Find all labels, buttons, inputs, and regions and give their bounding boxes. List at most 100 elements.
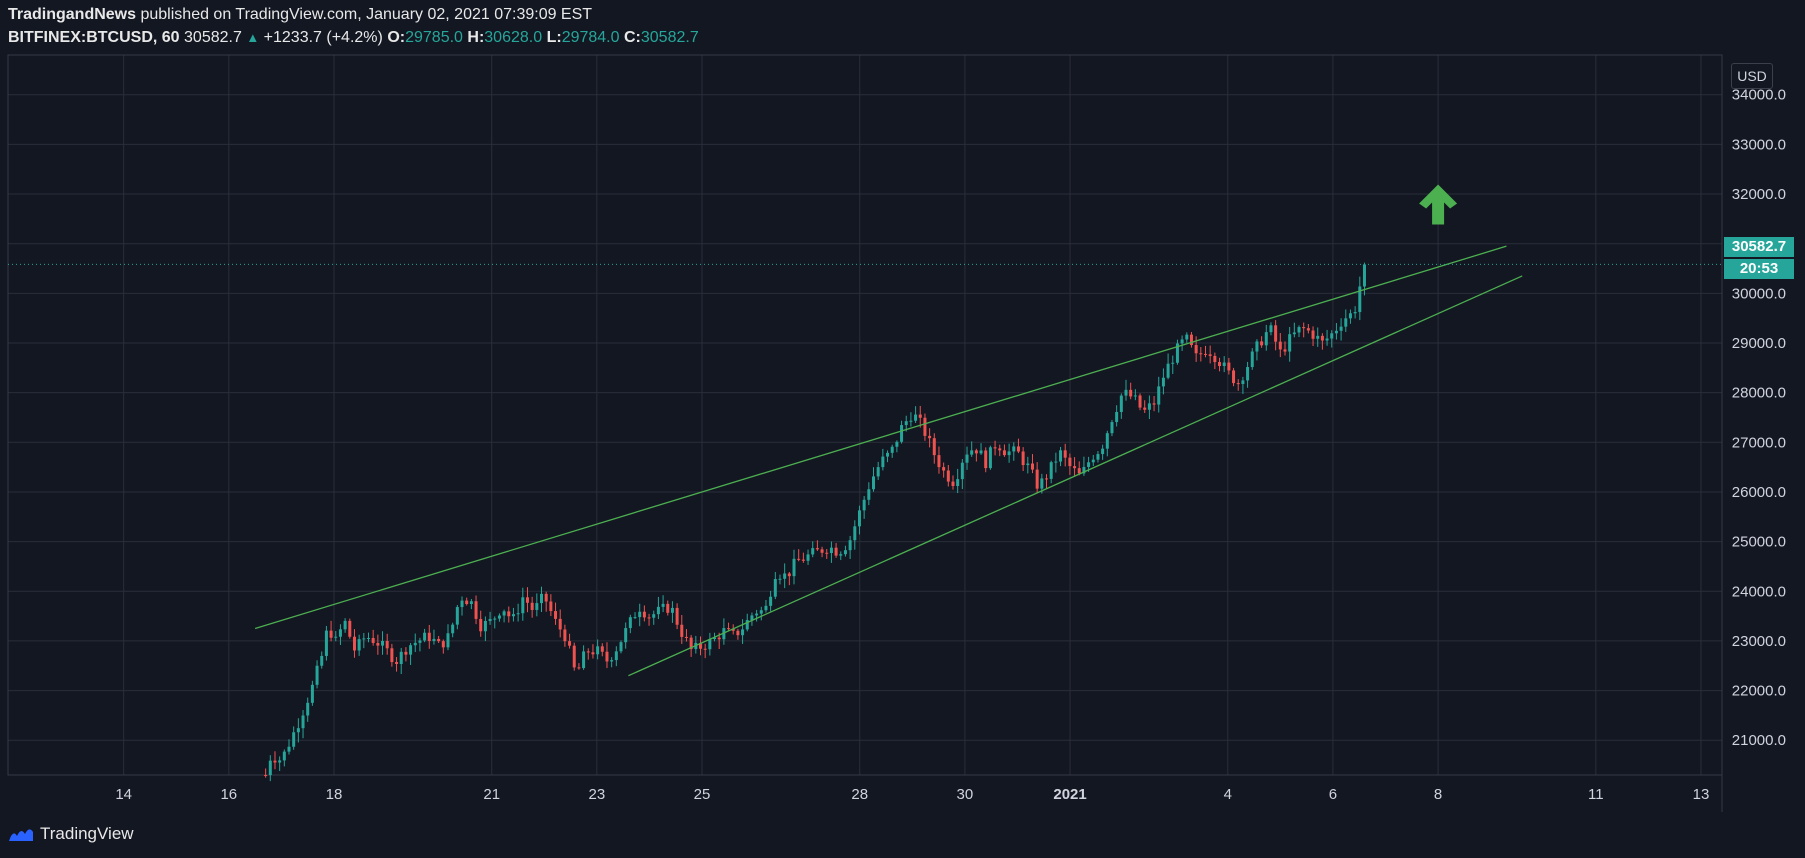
candle-body <box>324 630 328 656</box>
candle-body <box>1203 353 1207 355</box>
candle-body <box>1030 463 1034 470</box>
candle-body <box>867 489 871 500</box>
candle-body <box>483 620 487 632</box>
candle-body <box>395 662 399 664</box>
published-text: published on TradingView.com, January 02… <box>140 6 593 23</box>
candle-body <box>502 611 506 616</box>
candle-body <box>998 448 1002 451</box>
candle-body <box>376 642 380 646</box>
candle-body <box>1222 362 1226 367</box>
candle-body <box>652 614 656 618</box>
candle-body <box>366 638 370 640</box>
trendline <box>628 275 1523 677</box>
candle-body <box>1213 355 1217 363</box>
candle-body <box>988 447 992 469</box>
candle-body <box>773 579 777 597</box>
candle-body <box>736 630 740 636</box>
candle-body <box>806 554 810 561</box>
candle-body <box>516 613 520 615</box>
candle-body <box>282 751 286 761</box>
up-arrow-shape <box>1419 184 1458 225</box>
change-value: +1233.7 (+4.2%) <box>263 29 383 46</box>
candle-body <box>656 606 660 615</box>
candle-body <box>792 558 796 577</box>
candle-body <box>1274 325 1278 342</box>
candle-body <box>1232 370 1236 384</box>
publisher-name[interactable]: TradingandNews <box>8 6 137 23</box>
candle-body <box>1250 351 1254 368</box>
candle-body <box>886 452 890 457</box>
candle-body <box>1353 312 1357 314</box>
candle-body <box>895 441 899 447</box>
candle-body <box>713 637 717 640</box>
candle-body <box>1255 341 1259 352</box>
footer-brand[interactable]: TradingView <box>8 822 134 846</box>
time-axis: 14 16 18 21 23 25 28 30 2021 4 6 8 11 13 <box>115 786 1709 803</box>
candle-body <box>1161 377 1165 387</box>
candle-body <box>928 435 932 439</box>
candle-body <box>750 615 754 621</box>
candle-body <box>848 540 852 551</box>
open-label: O: <box>387 29 406 46</box>
candle-body <box>399 651 403 664</box>
candle-body <box>619 642 623 652</box>
candle-body <box>1264 332 1268 346</box>
currency-button[interactable]: USD <box>1731 63 1773 89</box>
close-value: 30582.7 <box>640 29 699 46</box>
candle-body <box>1278 341 1282 350</box>
candle-body <box>1241 380 1245 384</box>
candle-body <box>1311 330 1315 339</box>
candle-body <box>843 550 847 555</box>
candle-body <box>960 462 964 480</box>
candle-body <box>1021 451 1025 466</box>
candle-body <box>937 455 941 468</box>
candle-body <box>511 614 515 617</box>
up-arrow-icon <box>1419 184 1458 225</box>
candle-body <box>904 421 908 426</box>
candle-body <box>815 548 819 550</box>
candle-body <box>1227 362 1231 371</box>
candle-body <box>614 651 618 661</box>
candle-body <box>474 601 478 619</box>
y-tick-label: 27000.0 <box>1732 434 1786 451</box>
candle-body <box>1330 333 1334 339</box>
candle-body <box>984 450 988 469</box>
y-tick-label: 26000.0 <box>1732 484 1786 501</box>
candle-body <box>1077 468 1081 474</box>
candle-body <box>1110 422 1114 434</box>
candle-body <box>914 414 918 421</box>
candle-body <box>343 620 347 630</box>
up-triangle-icon: ▲ <box>246 30 260 45</box>
high-value: 30628.0 <box>484 29 543 46</box>
candle-body <box>1049 462 1053 479</box>
candle-body <box>853 526 857 541</box>
candle-body <box>427 632 431 642</box>
candle-body <box>521 597 525 614</box>
candle-body <box>1288 334 1292 352</box>
candle-body <box>390 648 394 663</box>
y-tick-label: 28000.0 <box>1732 385 1786 402</box>
candle-body <box>568 641 572 646</box>
candle-body <box>993 447 997 449</box>
candle-body <box>385 641 389 649</box>
candle-body <box>1339 326 1343 331</box>
candle-body <box>264 775 268 776</box>
candle-body <box>1316 335 1320 339</box>
high-label: H: <box>467 29 485 46</box>
y-tick-label: 29000.0 <box>1732 335 1786 352</box>
x-tick-label: 16 <box>220 786 237 803</box>
candle-body <box>890 446 894 453</box>
candle-body <box>1194 345 1198 354</box>
y-tick-label: 34000.0 <box>1732 87 1786 104</box>
symbol-line: BITFINEX:BTCUSD, 60 30582.7 ▲ +1233.7 (+… <box>8 27 699 49</box>
symbol-name[interactable]: BITFINEX:BTCUSD, 60 <box>8 29 180 46</box>
candle-body <box>801 559 805 561</box>
candle-body <box>273 760 277 763</box>
candle-body <box>932 438 936 456</box>
candle-body <box>404 651 408 655</box>
trendline-group <box>254 245 1523 677</box>
candle-body <box>488 619 492 621</box>
x-tick-label: 23 <box>589 786 606 803</box>
candle-body <box>956 479 960 487</box>
